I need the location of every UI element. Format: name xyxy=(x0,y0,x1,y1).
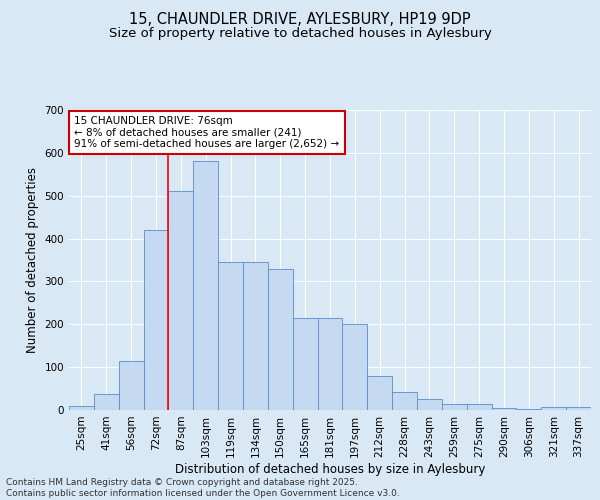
Bar xyxy=(417,400,442,410)
Bar xyxy=(541,407,566,410)
Bar xyxy=(293,318,317,410)
Text: 15, CHAUNDLER DRIVE, AYLESBURY, HP19 9DP: 15, CHAUNDLER DRIVE, AYLESBURY, HP19 9DP xyxy=(129,12,471,28)
Text: Size of property relative to detached houses in Aylesbury: Size of property relative to detached ho… xyxy=(109,28,491,40)
Bar xyxy=(317,318,343,410)
Bar xyxy=(491,408,517,410)
Text: 15 CHAUNDLER DRIVE: 76sqm
← 8% of detached houses are smaller (241)
91% of semi-: 15 CHAUNDLER DRIVE: 76sqm ← 8% of detach… xyxy=(74,116,340,149)
Bar xyxy=(442,404,467,410)
Bar xyxy=(268,268,293,410)
Bar xyxy=(367,376,392,410)
Text: Contains HM Land Registry data © Crown copyright and database right 2025.
Contai: Contains HM Land Registry data © Crown c… xyxy=(6,478,400,498)
Bar xyxy=(392,392,417,410)
Bar xyxy=(119,360,143,410)
Y-axis label: Number of detached properties: Number of detached properties xyxy=(26,167,39,353)
Bar xyxy=(69,406,94,410)
Bar xyxy=(169,192,193,410)
Bar xyxy=(566,407,591,410)
Bar xyxy=(218,262,243,410)
Bar xyxy=(243,262,268,410)
X-axis label: Distribution of detached houses by size in Aylesbury: Distribution of detached houses by size … xyxy=(175,462,485,475)
Bar xyxy=(517,409,541,410)
Bar xyxy=(193,162,218,410)
Bar xyxy=(94,394,119,410)
Bar xyxy=(143,230,169,410)
Bar xyxy=(343,324,367,410)
Bar xyxy=(467,404,491,410)
